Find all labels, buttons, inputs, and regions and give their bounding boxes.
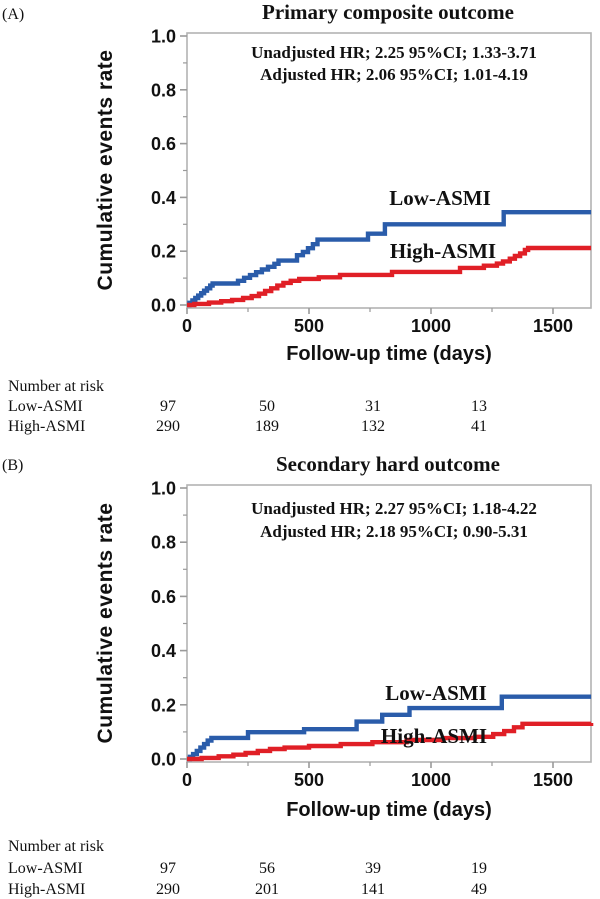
series-label-low-asmi-b: Low-ASMI xyxy=(385,681,487,705)
risk-count: 56 xyxy=(259,860,275,877)
curve-low-asmi xyxy=(187,694,592,762)
x-axis-label-a: Follow-up time (days) xyxy=(286,343,492,365)
x-tick-label: 1500 xyxy=(533,770,573,790)
plot-area-a: 0.0 0.2 0.4 0.6 0.8 1.0 0 500 1000 1500 xyxy=(151,27,592,336)
annotation-unadjusted-hr-a: Unadjusted HR; 2.25 95%CI; 1.33-3.71 xyxy=(251,43,537,62)
risk-count: 132 xyxy=(361,418,385,435)
y-tick-label: 0.4 xyxy=(151,641,176,661)
y-axis-label-a: Cumulative events rate xyxy=(94,50,117,291)
panel-primary-composite: 0.0 0.2 0.4 0.6 0.8 1.0 0 500 1000 1500 (A) Prima… xyxy=(2,0,592,435)
risk-row-label: High-ASMI xyxy=(8,881,85,898)
risk-row-label: High-ASMI xyxy=(8,418,85,435)
annotation-adjusted-hr-a: Adjusted HR; 2.06 95%CI; 1.01-4.19 xyxy=(260,65,528,84)
y-tick-label: 0.0 xyxy=(151,296,176,316)
y-tick-label: 1.0 xyxy=(151,479,176,499)
panel-secondary-hard: 0.0 0.2 0.4 0.6 0.8 1.0 0 500 1000 1500 (B) Secon… xyxy=(2,452,594,898)
annotation-unadjusted-hr-b: Unadjusted HR; 2.27 95%CI; 1.18-4.22 xyxy=(251,499,537,518)
risk-count: 50 xyxy=(259,398,275,415)
x-tick-label: 500 xyxy=(294,770,324,790)
y-tick-label: 0.8 xyxy=(151,533,176,553)
plot-area-b: 0.0 0.2 0.4 0.6 0.8 1.0 0 500 1000 1500 xyxy=(151,479,594,790)
x-tick-label: 0 xyxy=(182,316,192,336)
y-tick-label: 0.6 xyxy=(151,134,176,154)
y-axis-label-b: Cumulative events rate xyxy=(94,503,117,744)
y-tick-label: 0.2 xyxy=(151,695,176,715)
risk-count: 39 xyxy=(365,860,381,877)
x-tick-label: 0 xyxy=(182,770,192,790)
figure-label-b: (B) xyxy=(2,457,23,474)
series-label-high-asmi-b: High-ASMI xyxy=(381,724,487,748)
risk-count: 13 xyxy=(471,398,487,415)
annotation-adjusted-hr-b: Adjusted HR; 2.18 95%CI; 0.90-5.31 xyxy=(260,522,528,541)
risk-count: 201 xyxy=(255,881,279,898)
x-tick-label: 1500 xyxy=(533,316,573,336)
risk-row-label: Low-ASMI xyxy=(8,398,83,415)
risk-count: 31 xyxy=(365,398,381,415)
curve-high-asmi xyxy=(187,721,594,762)
number-at-risk-table-b: Number at risk Low-ASMI 97 56 39 19 High-ASMI 2… xyxy=(8,838,487,898)
risk-count: 141 xyxy=(361,881,385,898)
y-tick-label: 0.6 xyxy=(151,587,176,607)
figure-label-a: (A) xyxy=(2,6,24,23)
x-tick-label: 500 xyxy=(294,316,324,336)
curve-high-asmi xyxy=(187,245,592,308)
x-tick-label: 1000 xyxy=(411,770,451,790)
risk-count: 41 xyxy=(471,418,487,435)
y-tick-label: 0.2 xyxy=(151,242,176,262)
risk-count: 97 xyxy=(160,398,176,415)
y-tick-label: 0.0 xyxy=(151,750,176,770)
risk-count: 189 xyxy=(255,418,279,435)
x-tick-label: 1000 xyxy=(411,316,451,336)
y-tick-label: 0.4 xyxy=(151,188,176,208)
number-at-risk-header: Number at risk xyxy=(8,838,104,855)
x-axis-label-b: Follow-up time (days) xyxy=(286,799,492,821)
number-at-risk-table-a: Number at risk Low-ASMI 97 50 31 13 High-ASMI 2… xyxy=(8,378,487,435)
number-at-risk-header: Number at risk xyxy=(8,378,104,395)
series-label-high-asmi-a: High-ASMI xyxy=(390,239,496,263)
plot-box xyxy=(186,32,592,309)
chart-title-b: Secondary hard outcome xyxy=(276,452,500,476)
risk-count: 49 xyxy=(471,881,487,898)
curve-low-asmi xyxy=(187,210,592,308)
risk-count: 97 xyxy=(160,860,176,877)
chart-title-a: Primary composite outcome xyxy=(262,0,514,24)
risk-count: 290 xyxy=(156,418,180,435)
series-label-low-asmi-a: Low-ASMI xyxy=(389,186,491,210)
y-tick-label: 0.8 xyxy=(151,80,176,100)
y-tick-label: 1.0 xyxy=(151,27,176,47)
risk-count: 19 xyxy=(471,860,487,877)
risk-row-label: Low-ASMI xyxy=(8,860,83,877)
risk-count: 290 xyxy=(156,881,180,898)
